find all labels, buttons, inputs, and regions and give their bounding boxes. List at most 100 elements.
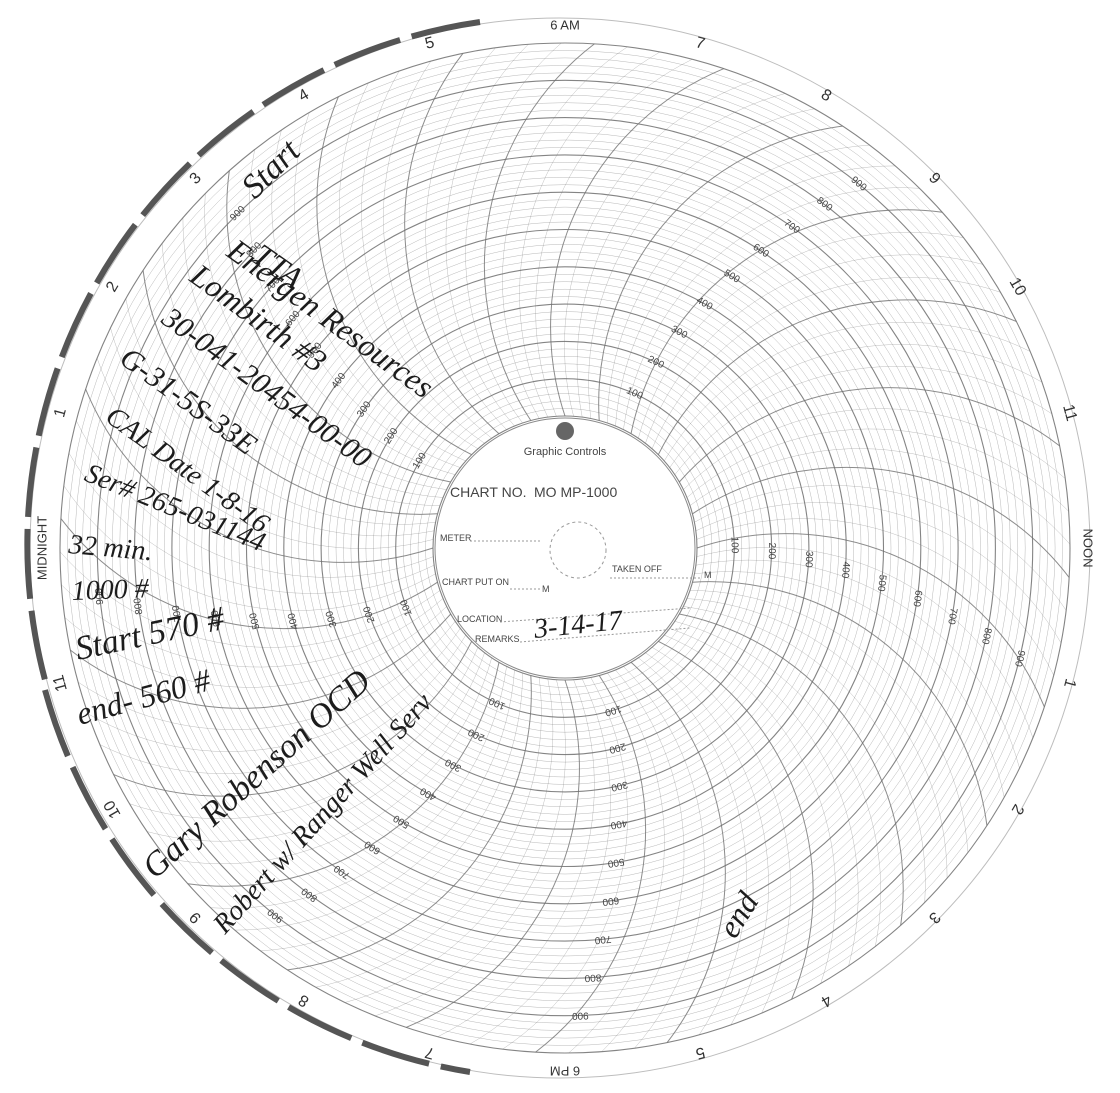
grid-circle bbox=[59, 42, 1071, 1054]
grid-circle bbox=[238, 221, 892, 875]
grid-time-arc bbox=[696, 533, 1045, 708]
grid-circle bbox=[276, 259, 854, 837]
note-range: 1000 # bbox=[71, 573, 150, 607]
scale-tick-label: 600 bbox=[601, 894, 619, 907]
time-label: 10 bbox=[1006, 275, 1030, 299]
scale-tick-label: 100 bbox=[411, 451, 429, 471]
grid-time-arc bbox=[61, 584, 444, 668]
grid-time-arc bbox=[669, 344, 1043, 468]
grid-time-arc bbox=[607, 144, 870, 424]
grid-time-arc bbox=[638, 657, 747, 1035]
grid-circle bbox=[194, 177, 936, 919]
grid-time-arc bbox=[658, 640, 814, 1000]
scale-tick-label: 300 bbox=[324, 609, 340, 629]
grid-time-arc bbox=[316, 96, 472, 456]
grid-time-arc bbox=[78, 621, 456, 730]
note-start: Start bbox=[234, 132, 308, 206]
time-label: 11 bbox=[50, 673, 71, 694]
grid-time-arc bbox=[615, 165, 896, 427]
time-label: 8 bbox=[296, 991, 312, 1010]
grid-time-arc bbox=[678, 387, 1060, 483]
scale-tick-label: 500 bbox=[391, 812, 411, 830]
grid-circle bbox=[96, 79, 1034, 1017]
grid-circle bbox=[82, 65, 1048, 1031]
time-label: 7 bbox=[423, 1043, 436, 1062]
grid-time-arc bbox=[696, 547, 1034, 738]
chart-grid bbox=[59, 42, 1071, 1054]
grid-time-arc bbox=[96, 358, 434, 549]
scale-tick-label: 100 bbox=[729, 537, 740, 554]
scale-tick-label: 800 bbox=[132, 597, 145, 615]
center-card: Graphic Controls CHART NO. MO MP-1000 ME… bbox=[434, 417, 712, 679]
grid-circle bbox=[298, 281, 832, 815]
scale-tick-label: 700 bbox=[782, 218, 802, 237]
time-label: 6 PM bbox=[550, 1064, 580, 1079]
grid-circle bbox=[365, 348, 765, 748]
grid-time-arc bbox=[679, 613, 904, 926]
grid-circle bbox=[291, 274, 839, 822]
grid-time-arc bbox=[161, 243, 441, 506]
grid-time-arc bbox=[110, 327, 435, 537]
outer-ring bbox=[24, 17, 1091, 1079]
grid-time-arc bbox=[674, 621, 882, 947]
grid-time-arc bbox=[674, 366, 1052, 475]
grid-circle bbox=[171, 154, 959, 942]
taken-off-m: M bbox=[704, 570, 712, 580]
grid-circle bbox=[216, 199, 914, 897]
time-label: 10 bbox=[101, 797, 125, 821]
scale-tick-label: 300 bbox=[355, 399, 374, 419]
grid-circle bbox=[335, 318, 795, 778]
grid-time-arc bbox=[683, 408, 1066, 490]
grid-circle bbox=[357, 340, 773, 756]
put-on-m: M bbox=[542, 584, 550, 594]
grid-time-arc bbox=[68, 452, 435, 594]
taken-off-label: TAKEN OFF bbox=[612, 564, 662, 574]
scale-tick-label: 500 bbox=[606, 855, 625, 869]
scale-tick-label: 100 bbox=[487, 695, 507, 712]
grid-time-arc bbox=[651, 647, 791, 1014]
scale-tick-label: 700 bbox=[171, 604, 185, 623]
grid-time-arc bbox=[623, 187, 920, 430]
grid-time-arc bbox=[344, 678, 554, 1003]
grid-time-arc bbox=[664, 322, 1031, 462]
time-label: 9 bbox=[186, 908, 204, 926]
grid-circle bbox=[179, 162, 951, 934]
grid-time-arc bbox=[576, 93, 786, 418]
grid-time-arc bbox=[638, 231, 964, 439]
grid-circle bbox=[417, 400, 713, 696]
grid-circle bbox=[231, 214, 899, 882]
scale-tick-label: 900 bbox=[1012, 649, 1027, 668]
grid-time-arc bbox=[294, 112, 466, 462]
grid-circle bbox=[395, 378, 735, 718]
scale-tick-label: 800 bbox=[814, 195, 834, 214]
grid-time-arc bbox=[564, 79, 755, 417]
scale-tick-label: 300 bbox=[669, 324, 689, 342]
scale-tick-label: 900 bbox=[571, 1009, 588, 1021]
scale-tick-label: 600 bbox=[751, 242, 771, 261]
grid-time-arc bbox=[483, 43, 595, 421]
grid-time-arc bbox=[271, 130, 461, 468]
grid-time-arc bbox=[568, 672, 665, 1054]
grid-circle bbox=[373, 356, 757, 740]
grid-circle bbox=[74, 57, 1056, 1039]
grid-time-arc bbox=[405, 679, 580, 1028]
scale-tick-label: 200 bbox=[608, 740, 627, 755]
time-label: MIDNIGHT bbox=[34, 516, 49, 580]
note-end-pressure: end- 560 # bbox=[72, 661, 214, 731]
grid-time-arc bbox=[63, 485, 436, 611]
grid-time-arc bbox=[315, 677, 542, 988]
grid-circle bbox=[410, 393, 720, 703]
grid-time-arc bbox=[645, 652, 769, 1026]
grid-circle bbox=[156, 139, 974, 957]
grid-time-arc bbox=[383, 61, 492, 439]
grid-time-arc bbox=[502, 46, 628, 419]
grid-circle bbox=[141, 124, 989, 972]
grid-time-arc bbox=[630, 209, 943, 434]
grid-time-arc bbox=[437, 679, 595, 1037]
grid-time-arc bbox=[696, 518, 1054, 676]
grid-circle bbox=[201, 184, 929, 912]
brand-logo-icon bbox=[556, 422, 574, 440]
grid-circle bbox=[328, 311, 802, 785]
